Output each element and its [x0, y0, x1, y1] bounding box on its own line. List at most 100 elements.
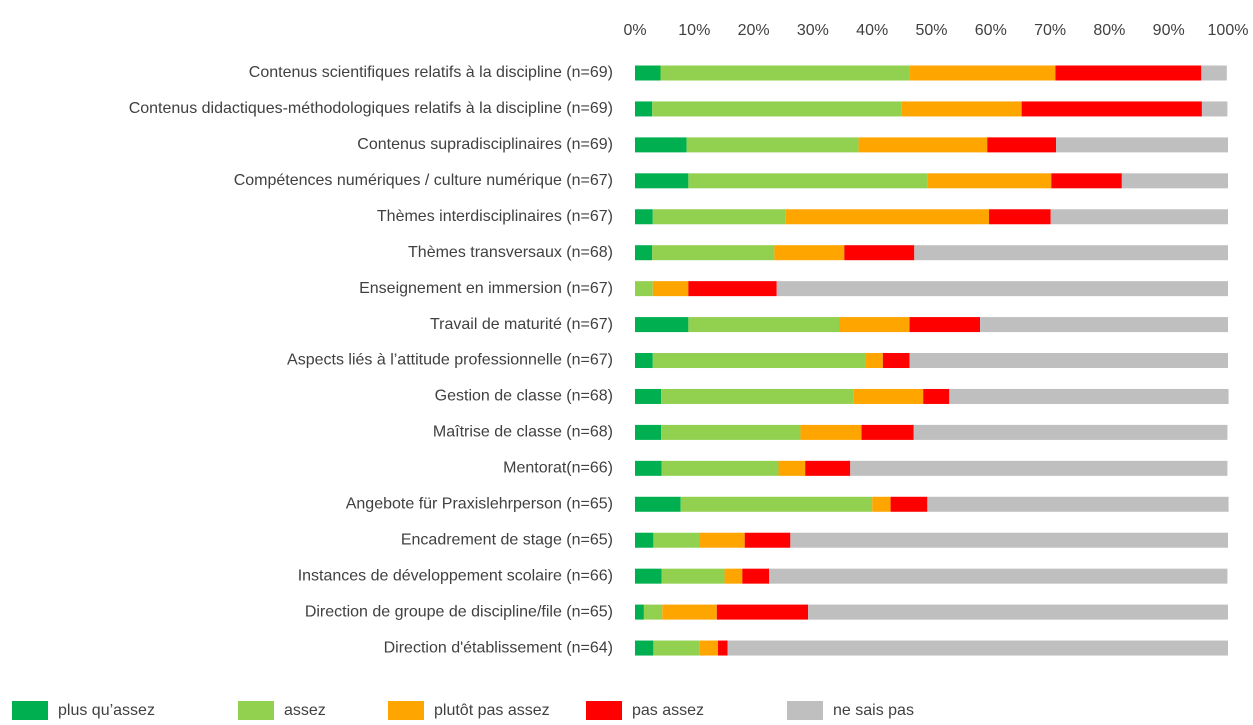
bar-segment — [785, 209, 990, 225]
bar-segment — [661, 568, 725, 584]
bar-segment — [844, 245, 915, 261]
bar-segment — [882, 353, 910, 369]
x-tick-label: 20% — [738, 22, 770, 39]
bar-segment — [716, 604, 809, 620]
bar-segment — [850, 460, 1228, 476]
bar-segment — [652, 245, 775, 261]
bar-segment — [635, 496, 681, 512]
bar-segment — [1055, 65, 1202, 81]
x-tick-label: 80% — [1093, 22, 1125, 39]
bar-segment — [718, 640, 728, 656]
y-tick-label: Contenus supradisciplinaires (n=69) — [357, 136, 613, 153]
y-tick-label: Thèmes transversaux (n=68) — [408, 244, 613, 261]
bar-segment — [635, 640, 654, 656]
bar-segment — [699, 640, 719, 656]
bar-segment — [635, 388, 662, 404]
bar-segment — [652, 101, 902, 117]
bar-segment — [652, 209, 786, 225]
bar-segment — [858, 137, 988, 153]
y-tick-label: Thèmes interdisciplinaires (n=67) — [377, 208, 613, 225]
bar-segment — [865, 353, 883, 369]
legend-swatch — [238, 701, 274, 720]
x-tick-label: 70% — [1034, 22, 1066, 39]
y-tick-label: Gestion de classe (n=68) — [435, 388, 613, 405]
bar-segment — [635, 101, 653, 117]
legend-label: plutôt pas assez — [434, 702, 550, 719]
bar-segment — [688, 173, 928, 189]
y-tick-label: Compétences numériques / culture numériq… — [234, 172, 613, 189]
bar-segment — [1201, 65, 1227, 81]
y-tick-label: Angebote für Praxislehrperson (n=65) — [346, 495, 613, 512]
x-tick-label: 30% — [797, 22, 829, 39]
bar-segment — [635, 353, 653, 369]
bar-segment — [652, 353, 866, 369]
bar-segment — [635, 424, 662, 440]
bar-segment — [635, 173, 689, 189]
bar-segment — [914, 245, 1228, 261]
y-tick-label: Mentorat(n=66) — [503, 460, 613, 477]
bar-segment — [660, 65, 910, 81]
bar-segment — [1050, 209, 1228, 225]
y-tick-label: Enseignement en immersion (n=67) — [359, 280, 613, 297]
bar-segment — [909, 353, 1228, 369]
bar-segment — [635, 532, 654, 548]
bar-segment — [688, 281, 777, 297]
bar-segment — [774, 245, 845, 261]
x-tick-label: 50% — [915, 22, 947, 39]
bar-segment — [989, 209, 1051, 225]
bar-segment — [923, 388, 950, 404]
legend-label: plus qu’assez — [58, 702, 155, 719]
x-tick-label: 10% — [678, 22, 710, 39]
bar-segment — [1051, 173, 1122, 189]
x-tick-label: 90% — [1153, 22, 1185, 39]
bar-segment — [662, 604, 717, 620]
bar-segment — [635, 281, 653, 297]
bar-segment — [927, 496, 1229, 512]
bar-segment — [653, 640, 700, 656]
y-tick-label: Instances de développement scolaire (n=6… — [298, 567, 613, 584]
y-tick-label: Contenus didactiques-méthodologiques rel… — [129, 100, 613, 117]
bar-segment — [686, 137, 859, 153]
bar-segment — [890, 496, 928, 512]
bar-segment — [635, 317, 689, 333]
bar-segment — [800, 424, 862, 440]
legend-label: ne sais pas — [833, 702, 914, 719]
legend-swatch — [787, 701, 823, 720]
bar-segment — [1056, 137, 1228, 153]
bar-segment — [680, 496, 873, 512]
bar-segment — [635, 568, 662, 584]
bar-segment — [635, 137, 687, 153]
bar-segment — [808, 604, 1228, 620]
bar-segment — [790, 532, 1228, 548]
bar-segment — [744, 532, 791, 548]
bar-segment — [861, 424, 914, 440]
bar-segment — [805, 460, 851, 476]
x-tick-label: 100% — [1208, 22, 1249, 39]
y-tick-label: Encadrement de stage (n=65) — [401, 531, 613, 548]
bar-segment — [635, 460, 662, 476]
bar-segment — [769, 568, 1228, 584]
bar-segment — [727, 640, 1228, 656]
bar-segment — [778, 460, 806, 476]
bar-segment — [776, 281, 1228, 297]
x-tick-label: 40% — [856, 22, 888, 39]
bar-segment — [1021, 101, 1202, 117]
bar-segment — [987, 137, 1057, 153]
bar-segment — [724, 568, 743, 584]
y-tick-label: Contenus scientifiques relatifs à la dis… — [249, 64, 613, 81]
bar-segment — [838, 317, 910, 333]
bar-segment — [635, 245, 653, 261]
legend-label: assez — [284, 702, 326, 719]
y-tick-label: Direction d'établissement (n=64) — [384, 639, 613, 656]
legend-swatch — [388, 701, 424, 720]
legend-label: pas assez — [632, 702, 704, 719]
bar-segment — [661, 388, 854, 404]
bar-segment — [980, 317, 1228, 333]
bar-segment — [699, 532, 745, 548]
bar-segment — [927, 173, 1052, 189]
y-tick-label: Direction de groupe de discipline/file (… — [305, 603, 613, 620]
bar-segment — [1201, 101, 1228, 117]
bar-segment — [653, 532, 700, 548]
x-tick-label: 60% — [975, 22, 1007, 39]
